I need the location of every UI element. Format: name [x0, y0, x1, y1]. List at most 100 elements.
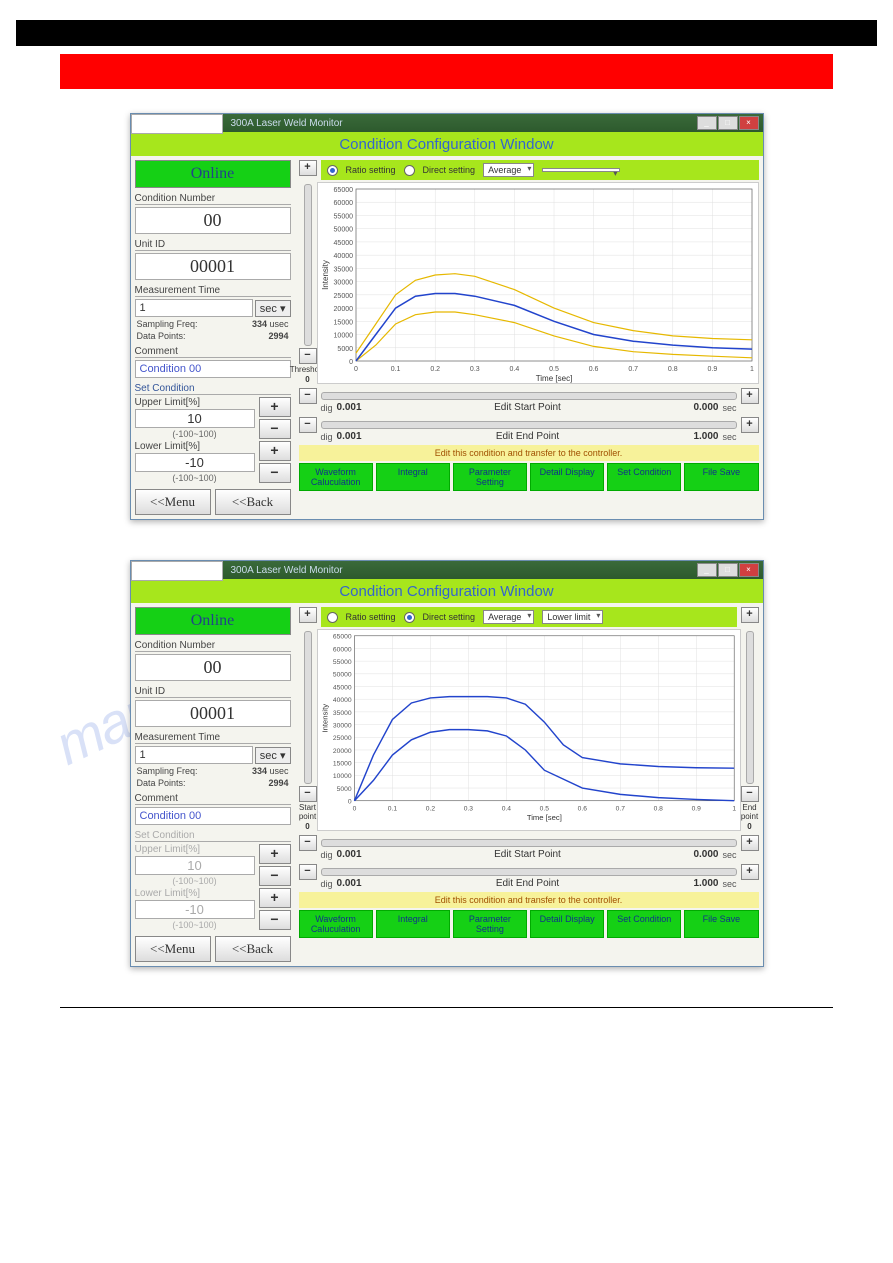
threshold-minus-button[interactable]: − [299, 348, 317, 364]
start-plus-button[interactable]: + [741, 388, 759, 404]
startpoint-slider[interactable]: − Start point 0 [299, 629, 317, 831]
svg-text:25000: 25000 [333, 293, 353, 300]
ratio-setting-radio[interactable] [327, 612, 338, 623]
waveform-calc-button[interactable]: Waveform Caluculation [299, 463, 373, 491]
maximize-icon[interactable]: □ [718, 563, 738, 577]
set-condition-button[interactable]: Set Condition [607, 910, 681, 938]
edit-end-value: 1.000 [693, 431, 718, 442]
file-save-button[interactable]: File Save [684, 463, 758, 491]
svg-text:35000: 35000 [332, 710, 351, 717]
measurement-time-label: Measurement Time [135, 285, 291, 297]
title-text: 300A Laser Weld Monitor [231, 118, 343, 129]
measurement-time-unit-select[interactable]: sec ▾ [255, 300, 291, 317]
svg-text:40000: 40000 [332, 697, 351, 704]
svg-text:50000: 50000 [333, 227, 353, 234]
svg-text:30000: 30000 [332, 722, 351, 729]
svg-text:0: 0 [347, 799, 351, 806]
measurement-time-unit-select[interactable]: sec ▾ [255, 747, 291, 764]
svg-text:40000: 40000 [333, 253, 353, 260]
svg-text:0.1: 0.1 [390, 366, 400, 373]
integral-button[interactable]: Integral [376, 910, 450, 938]
condition-name-input[interactable]: Condition 00 [135, 807, 291, 825]
menu-button[interactable]: <<Menu [135, 936, 211, 962]
left-slider-plus-button[interactable]: + [299, 160, 317, 176]
condition-name-input[interactable]: Condition 00 [135, 360, 291, 378]
online-status: Online [135, 607, 291, 635]
end-slider[interactable] [321, 421, 737, 429]
upper-minus-button[interactable]: − [259, 419, 291, 439]
upper-plus-button[interactable]: + [259, 397, 291, 417]
end-plus-button[interactable]: + [741, 864, 759, 880]
lower-limit-value[interactable]: -10 [135, 453, 255, 472]
left-slider-plus-button[interactable]: + [299, 607, 317, 623]
endpoint-slider[interactable]: − End point 0 [741, 629, 759, 831]
close-icon[interactable]: × [739, 563, 759, 577]
integral-button[interactable]: Integral [376, 463, 450, 491]
svg-text:0.7: 0.7 [615, 805, 625, 812]
start-slider[interactable] [321, 392, 737, 400]
endpoint-minus-button[interactable]: − [741, 786, 759, 802]
start-plus-button[interactable]: + [741, 835, 759, 851]
threshold-value: 0 [305, 375, 309, 384]
back-button[interactable]: <<Back [215, 936, 291, 962]
set-condition-button[interactable]: Set Condition [607, 463, 681, 491]
menu-button[interactable]: <<Menu [135, 489, 211, 515]
start-slider[interactable] [321, 839, 737, 847]
detail-display-button[interactable]: Detail Display [530, 910, 604, 938]
minimize-icon[interactable]: _ [697, 116, 717, 130]
lower-minus-button[interactable]: − [259, 910, 291, 930]
startpoint-minus-button[interactable]: − [299, 786, 317, 802]
measurement-time-input[interactable]: 1 [135, 746, 253, 764]
titlebar: 300A Laser Weld Monitor _ □ × [131, 561, 763, 579]
lower-plus-button[interactable]: + [259, 441, 291, 461]
upper-plus-button[interactable]: + [259, 844, 291, 864]
hint-bar: Edit this condition and transfer to the … [299, 892, 759, 908]
minimize-icon[interactable]: _ [697, 563, 717, 577]
svg-text:1: 1 [750, 366, 754, 373]
end-minus-button[interactable]: − [299, 864, 317, 880]
limit-select[interactable]: Lower limit [542, 610, 603, 624]
upper-limit-range: (-100~100) [135, 429, 255, 439]
lower-minus-button[interactable]: − [259, 463, 291, 483]
parameter-setting-button[interactable]: Parameter Setting [453, 463, 527, 491]
left-panel: Online Condition Number 00 Unit ID 00001… [131, 156, 295, 519]
direct-setting-radio[interactable] [404, 612, 415, 623]
upper-limit-label: Upper Limit[%] [135, 397, 255, 408]
upper-minus-button[interactable]: − [259, 866, 291, 886]
svg-text:65000: 65000 [332, 634, 351, 641]
app-window-1: 300A Laser Weld Monitor _ □ × Condition … [130, 113, 764, 520]
svg-text:0.4: 0.4 [501, 805, 511, 812]
lower-limit-label: Lower Limit[%] [135, 441, 255, 452]
measurement-time-input[interactable]: 1 [135, 299, 253, 317]
threshold-slider[interactable]: − Threshold 0 [299, 182, 317, 384]
lower-plus-button[interactable]: + [259, 888, 291, 908]
svg-text:65000: 65000 [333, 187, 353, 194]
svg-text:25000: 25000 [332, 735, 351, 742]
waveform-calc-button[interactable]: Waveform Caluculation [299, 910, 373, 938]
right-panel: + Ratio setting Direct setting Average L… [295, 603, 763, 966]
right-slider-plus-button[interactable]: + [741, 607, 759, 623]
direct-setting-radio[interactable] [404, 165, 415, 176]
close-icon[interactable]: × [739, 116, 759, 130]
svg-text:0: 0 [352, 805, 356, 812]
start-minus-button[interactable]: − [299, 388, 317, 404]
start-minus-button[interactable]: − [299, 835, 317, 851]
svg-text:30000: 30000 [333, 280, 353, 287]
average-select[interactable]: Average [483, 163, 534, 177]
svg-text:5000: 5000 [337, 346, 353, 353]
end-slider[interactable] [321, 868, 737, 876]
parameter-setting-button[interactable]: Parameter Setting [453, 910, 527, 938]
maximize-icon[interactable]: □ [718, 116, 738, 130]
average-select[interactable]: Average [483, 610, 534, 624]
back-button[interactable]: <<Back [215, 489, 291, 515]
file-save-button[interactable]: File Save [684, 910, 758, 938]
svg-text:0.9: 0.9 [691, 805, 701, 812]
detail-display-button[interactable]: Detail Display [530, 463, 604, 491]
end-minus-button[interactable]: − [299, 417, 317, 433]
upper-limit-value[interactable]: 10 [135, 409, 255, 428]
unit-id-value: 00001 [135, 253, 291, 280]
svg-text:60000: 60000 [333, 200, 353, 207]
end-plus-button[interactable]: + [741, 417, 759, 433]
ratio-setting-radio[interactable] [327, 165, 338, 176]
svg-text:0.6: 0.6 [588, 366, 598, 373]
